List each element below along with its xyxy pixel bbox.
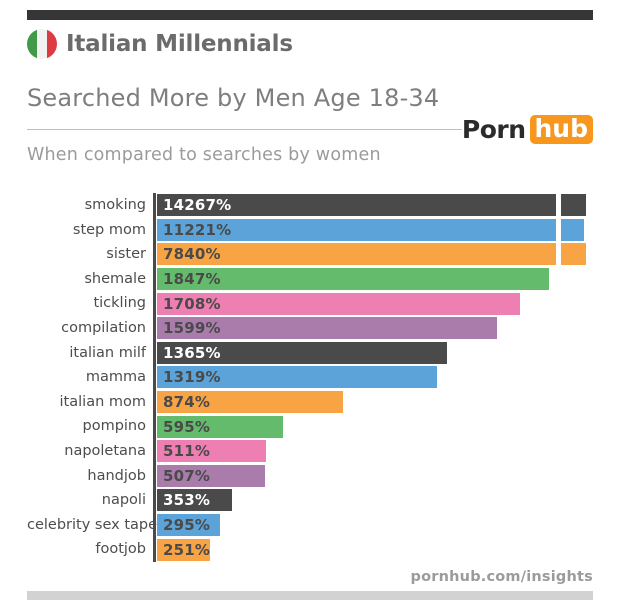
bar-track: 1365%	[153, 340, 593, 366]
bar-track: 874%	[153, 389, 593, 415]
bar: 353%	[157, 489, 232, 512]
bar-track: 507%	[153, 463, 593, 489]
bar-value-label: 11221%	[163, 220, 232, 239]
page-title: Searched More by Men Age 18-34	[27, 84, 440, 112]
bar-category-label: napoli	[101, 492, 146, 509]
bar-track: 1847%	[153, 266, 593, 292]
chart-row: celebrity sex tape 295%	[27, 512, 593, 538]
bar-value-label: 14267%	[163, 196, 232, 215]
divider-line	[27, 128, 462, 130]
bar-value-label: 1319%	[163, 368, 221, 387]
footer-url: pornhub.com/insights	[410, 568, 593, 585]
bar-value-label: 353%	[163, 491, 211, 510]
bar-category-label: italian mom	[59, 393, 146, 410]
bar-category-label: step mom	[72, 221, 146, 238]
bar: 507%	[157, 464, 265, 487]
chart-row: napoli 353%	[27, 488, 593, 513]
bar: 14267%	[157, 194, 556, 217]
bar-value-label: 7840%	[163, 245, 221, 264]
chart-row: napoletana 511%	[27, 438, 593, 464]
bar: 251%	[157, 538, 211, 561]
bar-category-label: smoking	[84, 197, 146, 213]
bar-category-label: italian milf	[69, 344, 146, 361]
bar: 295%	[157, 514, 220, 537]
brand-title: Italian Millennials	[66, 31, 293, 57]
brand-header: Italian Millennials	[27, 29, 593, 59]
chart-row: tickling 1708%	[27, 291, 593, 316]
bar-value-label: 511%	[163, 442, 211, 461]
chart-row: compilation 1599%	[27, 315, 593, 341]
infographic-page: Italian Millennials Searched More by Men…	[0, 10, 620, 611]
bar-value-label: 1708%	[163, 294, 221, 313]
bar-track: 511%	[153, 438, 593, 464]
bar: 1319%	[157, 366, 437, 389]
bar: 1708%	[157, 292, 520, 315]
chart-row: smoking 14267%	[27, 193, 593, 218]
bar-value-label: 251%	[163, 540, 211, 559]
pornhub-logo-text-hub: hub	[529, 114, 593, 144]
chart-row: footjob 251%	[27, 537, 593, 562]
chart-row: step mom 11221%	[27, 217, 593, 243]
pornhub-logo-text-porn: Porn	[461, 114, 526, 144]
bar-category-label: compilation	[61, 319, 146, 336]
top-accent-strip	[27, 10, 593, 20]
bar-track: 14267%	[153, 193, 593, 218]
bottom-accent-strip	[27, 590, 593, 600]
pornhub-logo: Porn hub	[461, 114, 593, 144]
bar-value-label: 295%	[163, 516, 211, 535]
bar-value-label: 1599%	[163, 319, 221, 338]
chart-row: italian mom 874%	[27, 389, 593, 415]
bar-category-label: shemale	[84, 270, 146, 287]
bar-track: 251%	[153, 537, 593, 562]
chart-row: mamma 1319%	[27, 365, 593, 390]
divider-row: Porn hub	[27, 114, 593, 144]
bar-truncation-cap	[561, 243, 586, 266]
bar-track: 11221%	[153, 217, 593, 243]
bar-track: 1708%	[153, 291, 593, 316]
bar-category-label: sister	[106, 246, 146, 263]
bar: 874%	[157, 391, 343, 414]
bar-track: 295%	[153, 512, 593, 538]
bar: 595%	[157, 415, 283, 438]
bar-track: 1319%	[153, 365, 593, 390]
chart-row: sister 7840%	[27, 242, 593, 267]
bar-track: 7840%	[153, 242, 593, 267]
bar-category-label: handjob	[87, 467, 146, 484]
bar: 511%	[157, 440, 266, 463]
bar-value-label: 1847%	[163, 270, 221, 289]
comparison-note: When compared to searches by women	[27, 145, 381, 165]
bar: 1847%	[157, 268, 549, 291]
bar-category-label: mamma	[85, 369, 146, 386]
bar: 1599%	[157, 317, 497, 340]
bar-truncation-cap	[561, 218, 584, 241]
bar-category-label: celebrity sex tape	[27, 516, 158, 533]
bar-category-label: footjob	[95, 541, 146, 558]
bar: 1365%	[157, 341, 447, 364]
chart-row: italian milf 1365%	[27, 340, 593, 366]
bar-chart: smoking 14267% step mom 11221% sister 7840% sh…	[27, 193, 593, 562]
chart-row: shemale 1847%	[27, 266, 593, 292]
bar: 11221%	[157, 218, 556, 241]
chart-row: handjob 507%	[27, 463, 593, 489]
italian-flag-icon	[27, 29, 57, 59]
bar-category-label: pompino	[82, 418, 147, 435]
bar-category-label: napoletana	[64, 442, 146, 459]
chart-row: pompino 595%	[27, 414, 593, 439]
bar-value-label: 507%	[163, 466, 211, 485]
bar-value-label: 595%	[163, 417, 211, 436]
bar-track: 353%	[153, 488, 593, 513]
bar-category-label: tickling	[93, 295, 146, 312]
bar-value-label: 874%	[163, 393, 211, 412]
bar-truncation-cap	[561, 194, 586, 217]
bar-value-label: 1365%	[163, 343, 221, 362]
bar-track: 1599%	[153, 315, 593, 341]
bar-track: 595%	[153, 414, 593, 439]
bar: 7840%	[157, 243, 556, 266]
